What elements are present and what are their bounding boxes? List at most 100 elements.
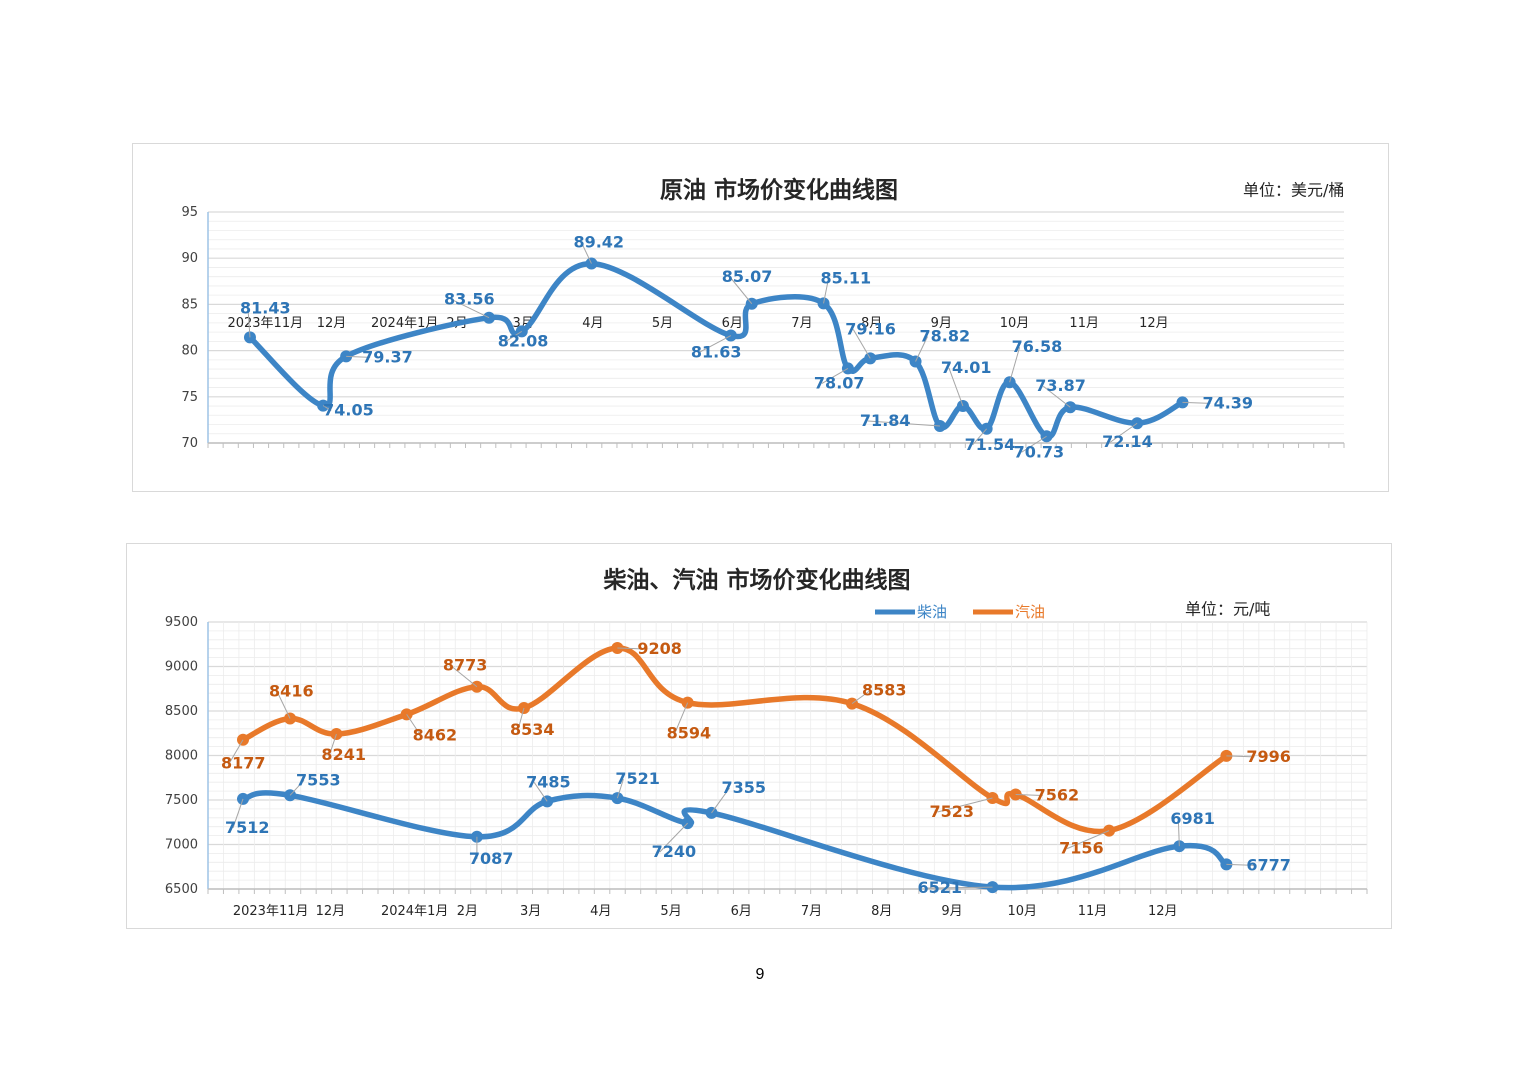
label-leader [228, 739, 244, 764]
x-tick-label: 4月 [590, 904, 611, 919]
y-tick-label: 70 [181, 436, 198, 451]
label-leader [972, 428, 988, 446]
data-label: 7523 [929, 802, 974, 821]
x-tick-label: 11月 [1069, 316, 1099, 331]
label-leader [1226, 863, 1255, 866]
data-label: 81.63 [691, 343, 742, 362]
label-leader [1021, 435, 1047, 453]
crude-oil-chart: 原油 市场价变化曲线图 单位：美元/桶 70 75 80 85 90 95 2023年11月 12… [181, 177, 1345, 461]
label-leader [915, 336, 928, 362]
x-tick-label: 9月 [931, 316, 952, 331]
label-leader [711, 787, 730, 814]
x-tick-label: 12月 [1139, 316, 1169, 331]
x-tick-label: 10月 [1008, 904, 1038, 919]
unit-label: 单位：元/吨 [1185, 600, 1270, 619]
data-label: 6521 [917, 878, 962, 897]
fuel-chart-panel: 柴油、汽油 市场价变化曲线图 单位：元/吨 6500 7000 7500 8000 8500… [126, 543, 1392, 929]
data-label: 85.07 [722, 267, 773, 286]
x-tick-label: 12月 [316, 904, 346, 919]
label-leader [581, 242, 592, 264]
label-leader [505, 330, 523, 342]
data-point [986, 881, 999, 894]
label-leader [406, 714, 422, 736]
y-tick-label: 80 [181, 344, 198, 359]
data-label: 83.56 [444, 290, 495, 309]
data-label: 8773 [443, 656, 488, 675]
data-label: 82.08 [498, 331, 549, 350]
label-leader [328, 733, 337, 756]
y-tick-label: 95 [181, 205, 198, 220]
data-label: 7512 [225, 818, 270, 837]
label-leader [247, 308, 251, 338]
label-leader [1015, 793, 1043, 796]
data-point [1103, 824, 1116, 837]
y-tick-label: 85 [181, 297, 198, 312]
label-leader [1226, 755, 1255, 758]
data-label: 8416 [269, 681, 314, 700]
x-tick-label: 12月 [317, 316, 347, 331]
data-point [611, 641, 624, 654]
y-tick-label: 8500 [165, 704, 198, 719]
x-tick-label: 4月 [582, 316, 603, 331]
data-label: 78.82 [920, 327, 971, 346]
data-label: 78.07 [814, 373, 865, 392]
label-leader [276, 691, 291, 719]
data-point [846, 697, 859, 710]
data-label: 9208 [637, 639, 682, 658]
x-tick-label: 10月 [1000, 316, 1030, 331]
y-tick-label: 9500 [165, 615, 198, 630]
label-leader [1182, 401, 1211, 404]
label-leader [698, 335, 732, 353]
label-leader [925, 886, 993, 889]
data-point [585, 257, 598, 270]
x-tick-label: 6月 [722, 316, 743, 331]
data-label: 81.43 [240, 298, 291, 317]
data-label: 89.42 [573, 233, 624, 252]
data-label: 7553 [296, 770, 341, 789]
data-label: 74.05 [323, 401, 374, 420]
x-tick-label: 8月 [871, 904, 892, 919]
x-tick-label: 5月 [652, 316, 673, 331]
x-tick-label: 2024年1月 [371, 316, 438, 331]
label-leader [617, 647, 646, 650]
label-leader [517, 707, 525, 731]
data-point [317, 399, 330, 412]
data-point [284, 712, 297, 725]
data-label: 8241 [321, 745, 366, 764]
y-tick-label: 75 [181, 390, 198, 405]
page-number: 9 [755, 966, 765, 983]
data-label: 8177 [221, 754, 266, 773]
data-point [1173, 840, 1186, 853]
label-leader [450, 665, 478, 688]
label-leader [823, 278, 830, 304]
data-label: 71.84 [860, 411, 911, 430]
x-tick-label: 6月 [731, 904, 752, 919]
data-label: 8594 [667, 724, 712, 743]
x-tick-label: 7月 [801, 904, 822, 919]
data-label: 7485 [526, 772, 571, 791]
y-tick-label: 7500 [165, 793, 198, 808]
x-tick-label: 5月 [660, 904, 681, 919]
x-tick-label: 11月 [1078, 904, 1108, 919]
y-tick-label: 9000 [165, 660, 198, 675]
data-point [470, 830, 483, 843]
label-leader [937, 797, 993, 813]
data-label: 8462 [413, 725, 458, 744]
label-leader [1042, 385, 1071, 408]
data-point [340, 350, 353, 363]
data-point [705, 806, 718, 819]
label-leader [948, 367, 964, 407]
chart-title: 原油 市场价变化曲线图 [660, 177, 898, 204]
label-leader [851, 690, 871, 705]
data-label: 73.87 [1035, 376, 1086, 395]
legend-label: 汽油 [1015, 603, 1045, 621]
data-point [517, 701, 530, 714]
label-leader [1177, 819, 1180, 847]
data-label: 7087 [469, 849, 514, 868]
series-line-0 [247, 260, 1186, 440]
label-leader [533, 782, 548, 802]
crude-oil-chart-panel: 原油 市场价变化曲线图 单位：美元/桶 70 75 80 85 90 95 2023年11月 12… [132, 143, 1389, 492]
data-label: 7562 [1035, 785, 1080, 804]
label-leader [616, 778, 624, 799]
